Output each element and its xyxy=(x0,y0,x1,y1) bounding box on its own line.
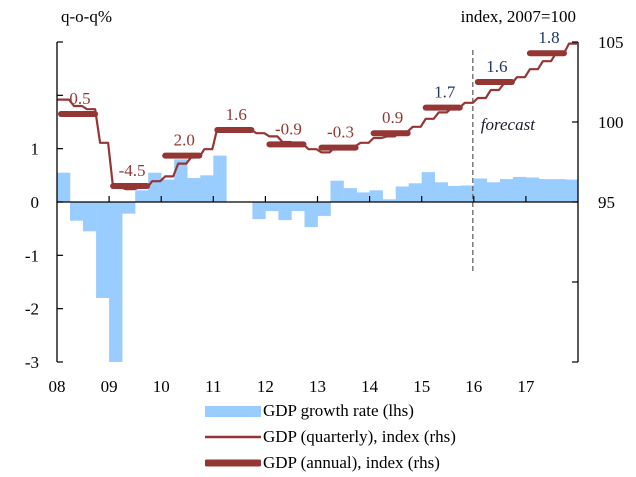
x-tick-label: 09 xyxy=(101,377,118,396)
x-tick-label: 10 xyxy=(153,377,170,396)
legend-swatch-bar xyxy=(205,406,261,417)
bar-2011Q4 xyxy=(252,202,266,220)
x-tick-label: 15 xyxy=(413,377,430,396)
bar-2012Q4 xyxy=(304,202,318,228)
bar-2015Q4 xyxy=(460,185,475,202)
bar-2008Q1 xyxy=(57,172,71,202)
bar-2015Q3 xyxy=(447,186,462,202)
bar-2016Q2 xyxy=(486,182,501,202)
right-tick-label: 95 xyxy=(598,193,615,212)
legend-item-annual: GDP (annual), index (rhs) xyxy=(205,450,456,476)
bar-2014Q2 xyxy=(382,199,396,202)
data-label-2008: 0.5 xyxy=(69,89,90,108)
data-label-2013: -0.3 xyxy=(327,123,354,142)
bar-2012Q1 xyxy=(265,202,279,212)
left-tick-label: 0 xyxy=(31,193,40,212)
bar-2011Q1 xyxy=(213,155,227,202)
bar-2013Q4 xyxy=(356,192,370,202)
right-axis-unit-label: index, 2007=100 xyxy=(461,7,576,26)
bar-2009Q2 xyxy=(122,202,136,214)
data-label-2011: 1.6 xyxy=(226,105,247,124)
data-label-2014: 0.9 xyxy=(382,108,403,127)
x-tick-label: 11 xyxy=(205,377,221,396)
bar-2017Q4 xyxy=(565,179,579,202)
bar-2010Q3 xyxy=(187,178,201,202)
bar-2010Q2 xyxy=(174,159,188,202)
forecast-layer: forecast xyxy=(472,50,536,272)
x-tick-label: 08 xyxy=(49,377,66,396)
data-label-2017: 1.8 xyxy=(538,28,559,47)
bar-2008Q4 xyxy=(96,202,110,298)
data-label-2012: -0.9 xyxy=(275,119,302,138)
bar-2010Q4 xyxy=(200,175,214,202)
bar-2012Q3 xyxy=(291,202,305,212)
bar-2009Q1 xyxy=(109,202,123,362)
x-tick-label: 14 xyxy=(361,377,379,396)
left-tick-label: 1 xyxy=(31,140,40,159)
legend-swatch-thin-line xyxy=(205,435,261,439)
bar-2008Q3 xyxy=(83,202,97,232)
data-label-2016: 1.6 xyxy=(486,57,507,76)
legend-item-growth: GDP growth rate (lhs) xyxy=(205,398,456,424)
bars-layer xyxy=(57,155,579,362)
bar-2015Q1 xyxy=(421,172,435,202)
bar-2017Q1 xyxy=(525,177,540,202)
bar-2013Q1 xyxy=(317,202,331,216)
bar-2016Q1 xyxy=(473,178,488,202)
x-tick-label: 16 xyxy=(465,377,482,396)
data-label-2009: -4.5 xyxy=(119,161,146,180)
legend-label: GDP growth rate (lhs) xyxy=(263,401,414,420)
labels-layer: 0.5 -4.5 2.0 1.6 -0.9 -0.3 0.9 1.7 1.6 1.8 xyxy=(69,28,559,180)
bar-2014Q3 xyxy=(395,186,409,202)
bar-2017Q3 xyxy=(552,179,566,202)
bar-2015Q2 xyxy=(434,182,448,202)
left-axis-unit-label: q-o-q% xyxy=(61,7,112,26)
bar-2017Q2 xyxy=(538,179,553,202)
bar-2009Q4 xyxy=(148,172,162,202)
x-tick-label: 13 xyxy=(309,377,326,396)
bar-2009Q3 xyxy=(135,190,149,202)
left-tick-label: -3 xyxy=(25,353,39,372)
forecast-label: forecast xyxy=(481,115,536,134)
legend-swatch-thick-line xyxy=(205,459,261,467)
data-label-2010: 2.0 xyxy=(174,131,195,150)
bar-2014Q1 xyxy=(369,190,383,202)
bar-2016Q4 xyxy=(512,176,527,202)
bar-2013Q2 xyxy=(330,180,344,202)
right-tick-label: 105 xyxy=(598,33,624,52)
x-tick-label: 12 xyxy=(257,377,274,396)
bar-2010Q1 xyxy=(161,179,175,202)
legend: GDP growth rate (lhs) GDP (quarterly), i… xyxy=(205,398,456,476)
line-layer xyxy=(57,42,577,191)
left-tick-label: -1 xyxy=(25,246,39,265)
right-tick-label: 100 xyxy=(598,113,624,132)
bar-2008Q2 xyxy=(70,202,84,221)
bar-2012Q2 xyxy=(278,202,292,221)
legend-label: GDP (quarterly), index (rhs) xyxy=(263,427,456,446)
bar-2013Q3 xyxy=(343,188,357,202)
x-tick-label: 17 xyxy=(517,377,535,396)
bar-2014Q4 xyxy=(408,183,422,202)
legend-item-quarterly: GDP (quarterly), index (rhs) xyxy=(205,424,456,450)
data-label-2015: 1.7 xyxy=(434,83,456,102)
bar-2016Q3 xyxy=(499,179,514,202)
legend-label: GDP (annual), index (rhs) xyxy=(263,453,440,472)
left-tick-label: -2 xyxy=(25,300,39,319)
